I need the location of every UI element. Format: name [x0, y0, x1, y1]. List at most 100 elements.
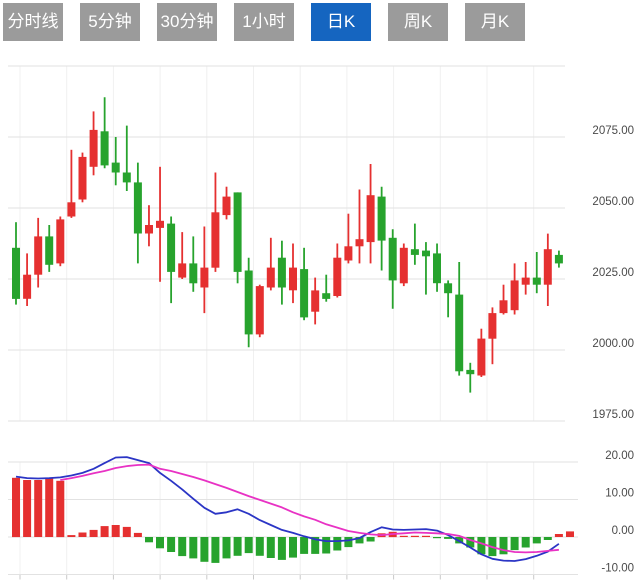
macd-bar: [355, 537, 364, 544]
candle-body: [455, 294, 464, 372]
candle-body: [466, 369, 475, 375]
macd-bar: [543, 537, 552, 540]
axis-labels: 2075.00 2050.00 2025.00 2000.00 1975.00 20.00…: [592, 125, 634, 575]
candle-body: [289, 267, 297, 291]
macd-bar: [45, 478, 54, 537]
candle-body: [233, 192, 242, 272]
candle-body: [277, 257, 286, 288]
macd-bar: [566, 531, 574, 537]
macd-bar: [322, 537, 331, 554]
macd-axis-label: 10.00: [605, 488, 634, 500]
candle-body: [56, 219, 65, 264]
candle-body: [477, 338, 486, 376]
macd-bar: [67, 535, 76, 537]
candle-body: [377, 196, 386, 241]
candle-body: [300, 269, 309, 318]
macd-bar: [433, 537, 441, 539]
macd-lines: [15, 456, 560, 562]
candle-body: [34, 236, 43, 275]
tab-1hour[interactable]: 1小时: [234, 3, 294, 41]
macd-bar: [111, 525, 120, 537]
macd-bar: [211, 537, 220, 563]
macd-bar: [34, 480, 43, 537]
candle-body: [189, 263, 198, 284]
candle-body: [543, 249, 552, 285]
candle-body: [388, 237, 397, 281]
macd-axis-label: 20.00: [605, 450, 634, 462]
candle-body: [510, 280, 519, 311]
candle-body: [89, 129, 98, 167]
macd-bar: [12, 477, 20, 538]
macd-bar: [289, 537, 297, 558]
macd-histogram: [12, 477, 574, 563]
candle-body: [255, 286, 264, 335]
price-axis-label: 2050.00: [592, 196, 634, 208]
macd-bar: [266, 537, 275, 558]
candle-body: [399, 247, 408, 284]
price-axis-label: 2000.00: [592, 338, 634, 350]
candle-body: [410, 249, 419, 255]
candle-body: [78, 156, 87, 200]
macd-bar: [78, 532, 87, 537]
macd-bar: [477, 537, 486, 555]
candle-body: [521, 277, 530, 285]
macd-bar: [122, 526, 131, 537]
macd-bar: [410, 535, 419, 537]
macd-bar: [333, 537, 342, 551]
tab-5min[interactable]: 5分钟: [80, 3, 140, 41]
macd-bar: [167, 537, 176, 552]
macd-bar: [499, 537, 508, 555]
candle-body: [12, 247, 20, 299]
candle-body: [488, 313, 497, 339]
candle-body: [178, 263, 187, 278]
macd-bar: [510, 537, 519, 551]
candle-body: [311, 290, 320, 312]
candle-body: [122, 172, 131, 183]
candle-body: [499, 300, 508, 314]
candle-body: [222, 196, 231, 216]
macd-bar: [56, 480, 65, 538]
price-axis-label: 2025.00: [592, 267, 634, 279]
candle-body: [433, 253, 441, 284]
macd-axis-label: -10.00: [601, 563, 634, 575]
candle-body: [344, 246, 353, 261]
tab-monthly-k[interactable]: 月K: [465, 3, 525, 41]
macd-bar: [300, 537, 309, 554]
candle-body: [266, 267, 275, 288]
price-axis-label: 2075.00: [592, 125, 634, 137]
macd-bar: [222, 537, 231, 559]
candle-body: [100, 131, 109, 166]
candle-body: [322, 293, 331, 299]
candle-body: [111, 162, 120, 173]
macd-bar: [89, 529, 98, 537]
macd-bar: [23, 480, 32, 537]
macd-bar: [100, 526, 109, 537]
candle-body: [444, 283, 453, 294]
macd-bar: [255, 537, 264, 556]
tab-timeline[interactable]: 分时线: [3, 3, 63, 41]
macd-bar: [178, 537, 187, 557]
macd-bar: [422, 535, 430, 537]
candle-body: [156, 220, 164, 228]
interval-tabbar: 分时线 5分钟 30分钟 1小时 日K 周K 月K: [3, 3, 525, 41]
macd-bar: [156, 537, 164, 549]
macd-bar: [244, 537, 253, 554]
macd-bar: [554, 534, 563, 537]
candle-body: [133, 182, 142, 234]
candle-body: [333, 257, 342, 296]
macd-bar: [311, 537, 320, 554]
tab-daily-k[interactable]: 日K: [311, 3, 371, 41]
candle-body: [554, 254, 563, 264]
candle-body: [211, 212, 220, 268]
candle-body: [145, 225, 153, 234]
candle-body: [532, 277, 541, 285]
macd-bar: [366, 537, 375, 542]
tab-weekly-k[interactable]: 周K: [388, 3, 448, 41]
macd-bar: [444, 537, 453, 539]
tab-30min[interactable]: 30分钟: [157, 3, 217, 41]
candle-body: [167, 223, 176, 272]
macd-bar: [532, 537, 541, 544]
candle-body: [244, 270, 253, 335]
macd-bar: [521, 537, 530, 548]
